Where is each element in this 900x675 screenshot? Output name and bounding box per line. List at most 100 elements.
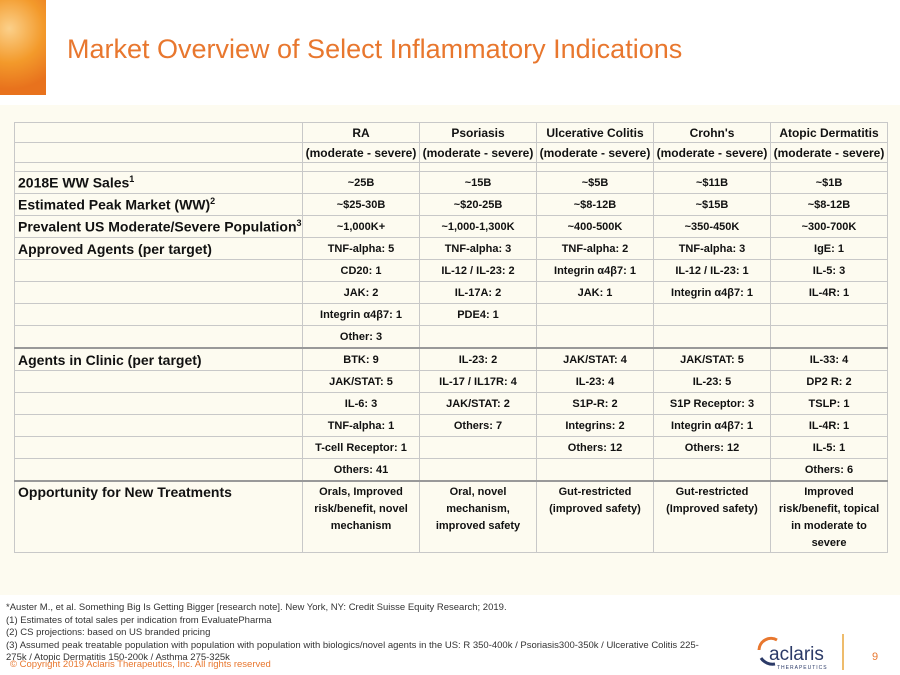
row-label: 2018E WW Sales — [18, 174, 130, 191]
column-header: (moderate - severe) — [536, 142, 654, 163]
table-cell: Integrin α4β7: 1 — [302, 303, 420, 326]
decoration — [0, 0, 46, 95]
table-cell: Gut-restricted (improved safety) — [536, 480, 654, 553]
footnote: (1) Estimates of total sales per indicat… — [6, 614, 272, 626]
table-cell: T-cell Receptor: 1 — [302, 436, 420, 459]
column-header: (moderate - severe) — [770, 142, 888, 163]
table-cell: Orals, Improved risk/benefit, novel mech… — [302, 480, 420, 553]
table-cell: ~15B — [419, 171, 537, 194]
row-label: Estimated Peak Market (WW) — [18, 196, 211, 213]
table-cell — [536, 458, 654, 482]
table-cell: ~300-700K — [770, 215, 888, 238]
table-cell: ~400-500K — [536, 215, 654, 238]
row-label-cell — [14, 458, 303, 482]
table-row: Integrin α4β7: 1 PDE4: 1 — [14, 303, 888, 326]
spacer-cell — [14, 162, 303, 172]
table-cell: TNF-alpha: 3 — [419, 237, 537, 260]
logo-name: aclaris — [769, 644, 824, 665]
table-cell: IL-4R: 1 — [770, 281, 888, 304]
table-cell: ~$11B — [653, 171, 771, 194]
table-cell — [419, 436, 537, 459]
table-row: Prevalent US Moderate/Severe Population3… — [14, 215, 888, 238]
table-cell: TNF-alpha: 5 — [302, 237, 420, 260]
table-cell: IL-23: 2 — [419, 347, 537, 371]
table-cell: IL-33: 4 — [770, 347, 888, 371]
table-cell: JAK/STAT: 5 — [653, 347, 771, 371]
table-cell: JAK/STAT: 2 — [419, 392, 537, 415]
header-cell — [14, 122, 303, 143]
table-cell: ~25B — [302, 171, 420, 194]
table-cell: Others: 6 — [770, 458, 888, 482]
table-row: JAK: 2 IL-17A: 2 JAK: 1 Integrin α4β7: 1 IL-… — [14, 281, 888, 304]
page-number: 9 — [872, 651, 879, 663]
table-row: Other: 3 — [14, 325, 888, 349]
footnote-ref: 2 — [210, 196, 216, 207]
row-label-cell — [14, 392, 303, 415]
column-header: (moderate - severe) — [302, 142, 420, 163]
table-cell: CD20: 1 — [302, 259, 420, 282]
table-cell: IL-23: 4 — [536, 370, 654, 393]
spacer-cell — [302, 162, 420, 172]
table-cell: ~1,000-1,300K — [419, 215, 537, 238]
row-label-cell — [14, 436, 303, 459]
table-cell: Others: 12 — [653, 436, 771, 459]
logo-tagline: THERAPEUTICS — [777, 665, 828, 671]
table-cell: Others: 7 — [419, 414, 537, 437]
table-cell: PDE4: 1 — [419, 303, 537, 326]
table-cell: JAK/STAT: 4 — [536, 347, 654, 371]
table-cell: IL-12 / IL-23: 2 — [419, 259, 537, 282]
column-header: Psoriasis — [419, 122, 537, 143]
table-cell — [536, 325, 654, 349]
table-cell — [653, 458, 771, 482]
table-row: TNF-alpha: 1 Others: 7 Integrins: 2 Integri… — [14, 414, 888, 437]
row-label-cell: Approved Agents (per target) — [14, 237, 303, 260]
table-cell: DP2 R: 2 — [770, 370, 888, 393]
row-label-cell — [14, 281, 303, 304]
table-cell: IL-23: 5 — [653, 370, 771, 393]
row-label-cell — [14, 414, 303, 437]
table-cell: S1P Receptor: 3 — [653, 392, 771, 415]
table-cell — [770, 303, 888, 326]
table-cell: ~$25-30B — [302, 193, 420, 216]
table-cell: IL-6: 3 — [302, 392, 420, 415]
header-row: RA Psoriasis Ulcerative Colitis Crohn's Atop… — [14, 122, 888, 143]
table-cell: Others: 41 — [302, 458, 420, 482]
table-row: T-cell Receptor: 1 Others: 12 Others: 12 IL… — [14, 436, 888, 459]
column-header: Crohn's — [653, 122, 771, 143]
column-header: Ulcerative Colitis — [536, 122, 654, 143]
row-label-cell — [14, 325, 303, 349]
table-cell: ~$20-25B — [419, 193, 537, 216]
row-label-cell: Opportunity for New Treatments — [14, 480, 303, 553]
market-table: RA Psoriasis Ulcerative Colitis Crohn's Atop… — [14, 122, 888, 553]
table-row: Approved Agents (per target) TNF-alpha: 5… — [14, 237, 888, 260]
table-cell: ~$5B — [536, 171, 654, 194]
table-cell: ~$8-12B — [770, 193, 888, 216]
table-cell — [536, 303, 654, 326]
table-cell: Oral, novel mechanism, improved safety — [419, 480, 537, 553]
row-label-cell: Estimated Peak Market (WW)2 — [14, 193, 303, 216]
spacer-row — [14, 162, 888, 172]
table-cell: IL-5: 1 — [770, 436, 888, 459]
table-cell: ~$8-12B — [536, 193, 654, 216]
table-cell: IgE: 1 — [770, 237, 888, 260]
table-cell: Integrin α4β7: 1 — [653, 414, 771, 437]
table-row: JAK/STAT: 5 IL-17 / IL17R: 4 IL-23: 4 IL-23… — [14, 370, 888, 393]
table-cell: S1P-R: 2 — [536, 392, 654, 415]
table-cell: IL-4R: 1 — [770, 414, 888, 437]
spacer-cell — [419, 162, 537, 172]
table-cell: JAK/STAT: 5 — [302, 370, 420, 393]
table-row: Estimated Peak Market (WW)2 ~$25-30B ~$20-… — [14, 193, 888, 216]
row-label-cell: Prevalent US Moderate/Severe Population3 — [14, 215, 303, 238]
table-cell: Gut-restricted (Improved safety) — [653, 480, 771, 553]
table-cell: ~$15B — [653, 193, 771, 216]
column-header: RA — [302, 122, 420, 143]
footnotes: *Auster M., et al. Something Big Is Gett… — [6, 602, 706, 665]
row-label: Agents in Clinic (per target) — [18, 351, 202, 368]
row-label-cell — [14, 259, 303, 282]
row-label: Approved Agents (per target) — [18, 240, 212, 257]
table-cell: Integrin α4β7: 1 — [653, 281, 771, 304]
table-cell: IL-5: 3 — [770, 259, 888, 282]
slide-title: Market Overview of Select Inflammatory I… — [67, 34, 683, 64]
